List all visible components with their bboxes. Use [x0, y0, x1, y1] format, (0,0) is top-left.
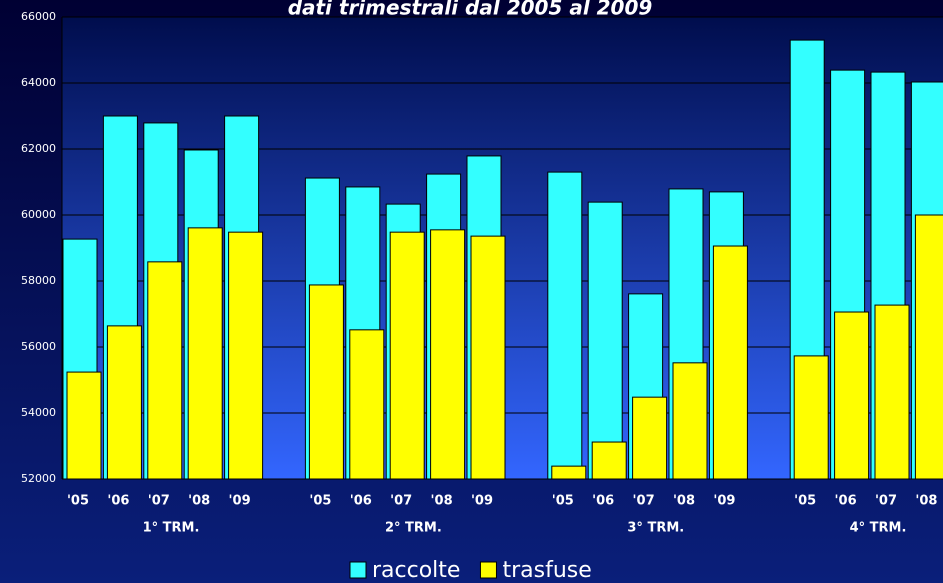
x-tick-label: '08 [431, 494, 453, 509]
bar [587, 201, 623, 480]
x-tick-label: '07 [875, 494, 897, 509]
bar [430, 229, 466, 480]
bar [591, 441, 627, 480]
group-label: 4° TRM. [850, 521, 907, 536]
bar [914, 214, 943, 480]
x-tick-label: '07 [148, 494, 170, 509]
legend-swatch [349, 561, 367, 579]
bar [632, 396, 668, 480]
legend-label: raccolte [372, 558, 460, 583]
legend-swatch [479, 561, 497, 579]
y-tick-label: 58000 [21, 274, 56, 287]
y-tick-label: 54000 [21, 406, 56, 419]
x-tick-label: '09 [471, 494, 493, 509]
x-tick-label: '05 [794, 494, 816, 509]
x-tick-label: '06 [835, 494, 857, 509]
y-tick-label: 60000 [21, 208, 56, 221]
bar [672, 362, 708, 480]
x-tick-label: '09 [229, 494, 251, 509]
bar [470, 235, 506, 480]
x-tick-label: '06 [592, 494, 614, 509]
x-tick-label: '08 [915, 494, 937, 509]
x-tick-label: '07 [390, 494, 412, 509]
y-tick-label: 56000 [21, 340, 56, 353]
bar [228, 231, 264, 480]
bar [106, 325, 142, 480]
chart-title: dati trimestrali dal 2005 al 2009 [288, 0, 653, 20]
bar [308, 284, 344, 480]
bar [389, 231, 425, 480]
bar [712, 245, 748, 480]
y-tick-label: 64000 [21, 76, 56, 89]
bar [547, 171, 583, 480]
bar [874, 304, 910, 480]
x-tick-label: '05 [552, 494, 574, 509]
x-tick-label: '08 [188, 494, 210, 509]
bar [834, 311, 870, 480]
group-label: 3° TRM. [627, 521, 684, 536]
x-tick-label: '09 [713, 494, 735, 509]
bar [551, 465, 587, 480]
x-tick-label: '08 [673, 494, 695, 509]
x-tick-label: '06 [107, 494, 129, 509]
x-tick-label: '06 [350, 494, 372, 509]
bar [187, 227, 223, 480]
legend-label: trasfuse [502, 558, 591, 583]
group-label: 2° TRM. [385, 521, 442, 536]
bar [349, 329, 385, 480]
bar [793, 355, 829, 480]
group-label: 1° TRM. [143, 521, 200, 536]
y-tick-label: 52000 [21, 472, 56, 485]
y-tick-label: 66000 [21, 10, 56, 23]
bar [66, 371, 102, 480]
bar [147, 261, 183, 480]
y-tick-label: 62000 [21, 142, 56, 155]
x-tick-label: '05 [309, 494, 331, 509]
x-tick-label: '07 [633, 494, 655, 509]
x-tick-label: '05 [67, 494, 89, 509]
